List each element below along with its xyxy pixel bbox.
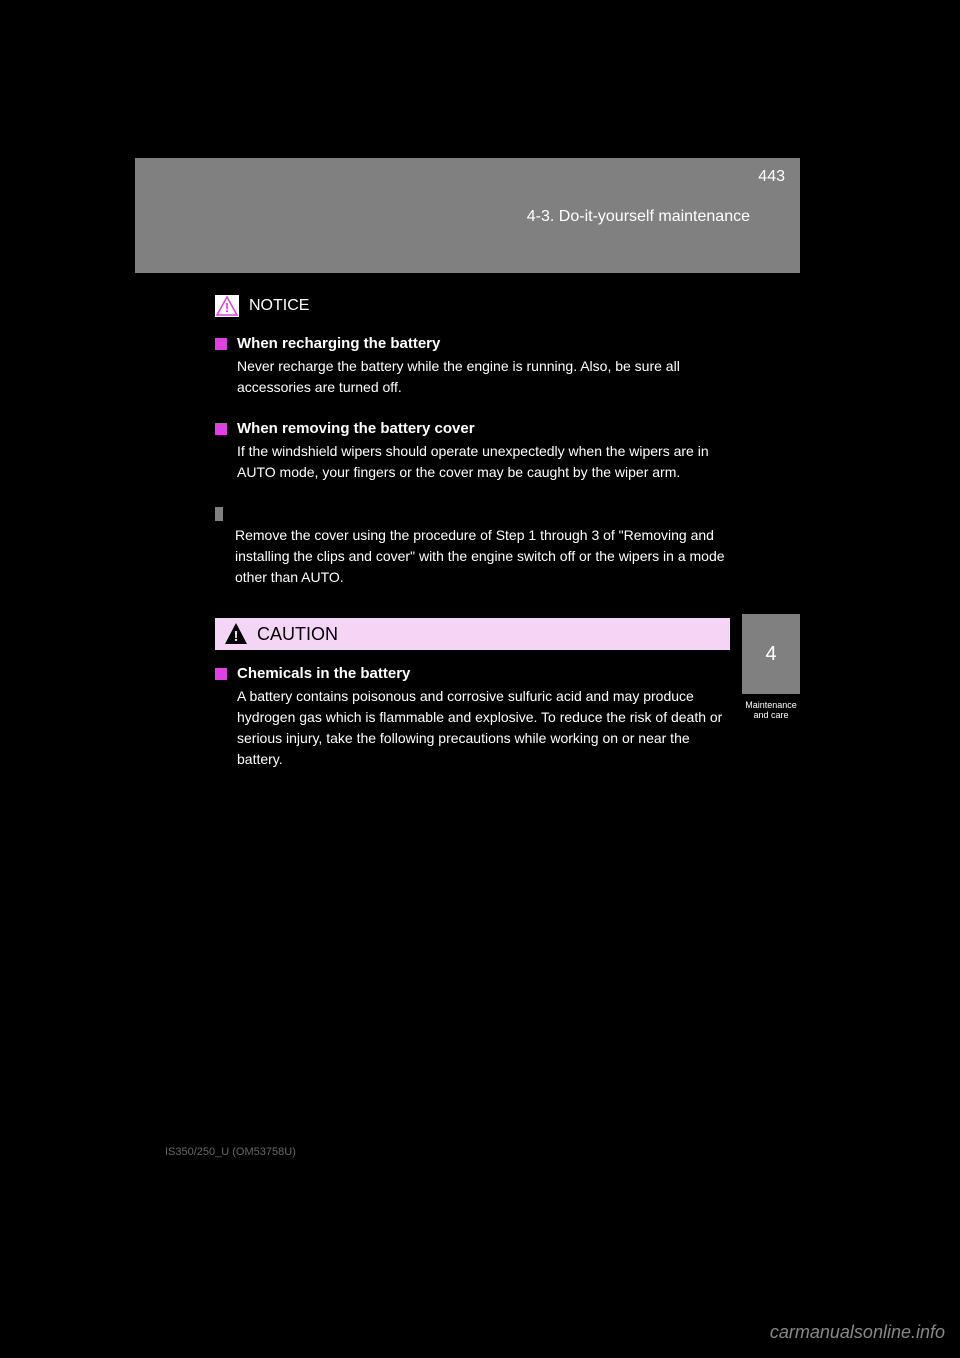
content-area: ! NOTICE When recharging the battery Nev… [215, 295, 730, 770]
section-body: If the windshield wipers should operate … [237, 441, 730, 483]
notice-row: ! NOTICE [215, 295, 730, 317]
caution-heading-row: Chemicals in the battery [215, 665, 730, 682]
section-1-header: When recharging the battery [215, 335, 730, 352]
caution-content: Chemicals in the battery A battery conta… [215, 665, 730, 770]
bullet-icon [215, 338, 227, 350]
bullet-icon [215, 423, 227, 435]
side-tab-number: 4 [765, 643, 776, 666]
notice-label: NOTICE [249, 297, 309, 315]
section-body: Never recharge the battery while the eng… [237, 356, 730, 398]
caution-label: CAUTION [257, 624, 338, 645]
watermark: carmanualsonline.info [770, 1322, 945, 1343]
svg-text:!: ! [234, 628, 239, 645]
caution-body: A battery contains poisonous and corrosi… [237, 686, 730, 770]
section-3-header [215, 505, 730, 521]
bullet-gray-icon [215, 507, 223, 521]
header-bar: 443 4-3. Do-it-yourself maintenance [135, 158, 800, 273]
caution-triangle-icon: ! [223, 621, 249, 647]
section-title: 4-3. Do-it-yourself maintenance [527, 208, 750, 226]
section-heading: When recharging the battery [237, 335, 440, 352]
section-heading: When removing the battery cover [237, 420, 475, 437]
side-tab-label: Maintenance and care [742, 700, 800, 720]
caution-heading: Chemicals in the battery [237, 665, 410, 682]
section-body: Remove the cover using the procedure of … [235, 525, 730, 588]
caution-banner: ! CAUTION [215, 618, 730, 650]
warning-triangle-icon: ! [215, 295, 239, 317]
footer-text: IS350/250_U (OM53758U) [165, 1146, 296, 1158]
side-tab[interactable]: 4 [742, 614, 800, 694]
bullet-icon [215, 668, 227, 680]
svg-text:!: ! [225, 300, 229, 315]
page-number: 443 [758, 168, 785, 186]
section-2-header: When removing the battery cover [215, 420, 730, 437]
